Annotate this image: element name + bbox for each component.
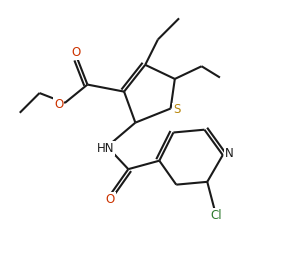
Text: N: N [224,147,233,160]
Text: Cl: Cl [210,209,222,222]
Text: O: O [105,193,114,206]
Text: O: O [54,98,63,111]
Text: S: S [173,103,180,116]
Text: HN: HN [97,142,114,155]
Text: O: O [72,46,81,60]
